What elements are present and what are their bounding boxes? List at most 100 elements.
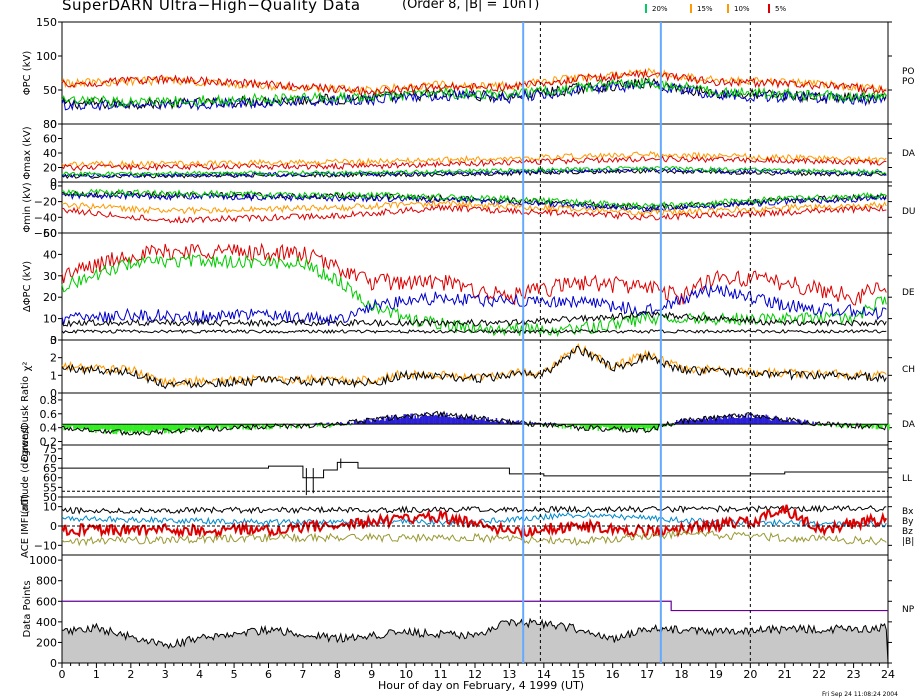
ratio-fill-bar [600,424,602,429]
ratio-fill-bar [64,424,67,429]
ratio-fill-bar [439,416,441,425]
ratio-fill-bar [353,420,356,425]
y-tick-label: −40 [34,211,57,224]
ratio-fill-bar [195,424,198,430]
ratio-fill-bar [415,418,418,425]
series-line [61,203,887,224]
ratio-fill-bar [499,421,502,425]
ratio-fill-bar [150,424,152,433]
ratio-fill-bar [231,424,233,430]
panel-frame [61,339,889,394]
ratio-fill-bar [381,416,383,425]
ratio-fill-bar [773,416,776,425]
y-axis-label: χ² [22,362,33,372]
ratio-fill-bar [77,424,79,428]
x-tick-label: 19 [709,668,723,681]
ratio-fill-bar [324,424,327,426]
panel-frame [61,21,889,125]
series-line [61,81,887,111]
y-tick-label: 60 [43,472,57,485]
ratio-fill-bar [341,423,344,425]
ratio-fill-bar [78,424,81,430]
x-tick-label: 17 [640,668,654,681]
ratio-fill-bar [768,417,770,425]
ratio-fill-bar [213,424,216,430]
ratio-fill-bar [725,416,728,425]
x-tick-label: 6 [265,668,272,681]
ratio-fill-bar [641,424,644,428]
y-tick-label: 0 [50,180,57,193]
ratio-fill-bar [870,424,872,426]
ratio-fill-bar [667,424,670,426]
ratio-fill-bar [329,424,331,428]
ratio-fill-bar [601,424,604,427]
series-line [61,76,887,108]
ratio-fill-bar [169,424,171,431]
ratio-fill-bar [764,417,766,425]
ratio-fill-bar [447,417,450,425]
ratio-fill-bar [520,422,523,425]
ratio-fill-bar [261,424,264,429]
ratio-fill-bar [212,424,214,430]
ratio-fill-bar [370,422,372,425]
ratio-fill-bar [629,424,631,431]
ratio-fill-bar [469,416,472,425]
ratio-fill-bar [843,424,846,427]
series-line [61,529,887,547]
x-tick-label: 13 [502,668,516,681]
ratio-fill-bar [133,424,136,432]
ratio-fill-bar [428,415,430,425]
ratio-fill-bar [269,424,272,430]
ratio-fill-bar [554,423,557,425]
ratio-fill-bar [145,424,148,431]
ratio-fill-bar [117,424,119,433]
ratio-fill-bar [743,416,746,425]
legend-label: 10% [734,5,750,13]
ratio-fill-bar [638,424,641,429]
ratio-fill-bar [351,422,353,425]
right-label: NP [902,605,915,615]
ratio-fill-bar [315,422,317,425]
ratio-fill-bar [699,418,701,425]
ratio-fill-bar [797,418,799,425]
series-line [61,343,887,388]
series-line [61,155,887,172]
ratio-fill-bar [236,424,239,428]
ratio-fill-bar [384,420,386,425]
ratio-fill-bar [505,422,507,425]
ratio-fill-bar [583,424,586,427]
ratio-fill-bar [604,424,606,427]
ratio-fill-bar [242,424,244,430]
ratio-fill-bar [636,424,638,430]
ratio-fill-bar [575,424,578,426]
ratio-fill-bar [355,420,357,425]
ratio-fill-bar [455,415,458,425]
ratio-fill-bar [154,424,156,432]
ratio-fill-bar [879,424,882,428]
ratio-fill-bar [249,424,251,430]
ratio-fill-bar [419,416,422,425]
ratio-fill-bar [634,424,637,432]
x-tick-label: 10 [399,668,413,681]
ratio-fill-bar [265,424,268,430]
ratio-fill-bar [389,417,392,425]
ratio-fill-bar [854,424,857,426]
ratio-fill-bar [793,420,795,425]
ratio-fill-bar [73,424,75,429]
ratio-fill-bar [616,424,619,429]
y-tick-label: 2 [50,352,57,365]
ratio-fill-bar [457,418,459,425]
x-tick-label: 21 [778,668,792,681]
ratio-fill-bar [751,417,754,425]
ratio-fill-bar [755,416,758,425]
ratio-fill-bar [698,420,700,425]
ratio-fill-bar [627,424,630,428]
ratio-fill-bar [787,420,790,425]
ratio-fill-bar [424,412,426,425]
y-tick-label: 10 [43,313,57,326]
ratio-fill-bar [444,415,447,425]
y-axis-label: Dawn/Dusk Ratio [20,376,31,462]
ratio-fill-bar [758,414,761,425]
ratio-fill-bar [201,424,203,427]
ratio-fill-bar [155,424,158,433]
